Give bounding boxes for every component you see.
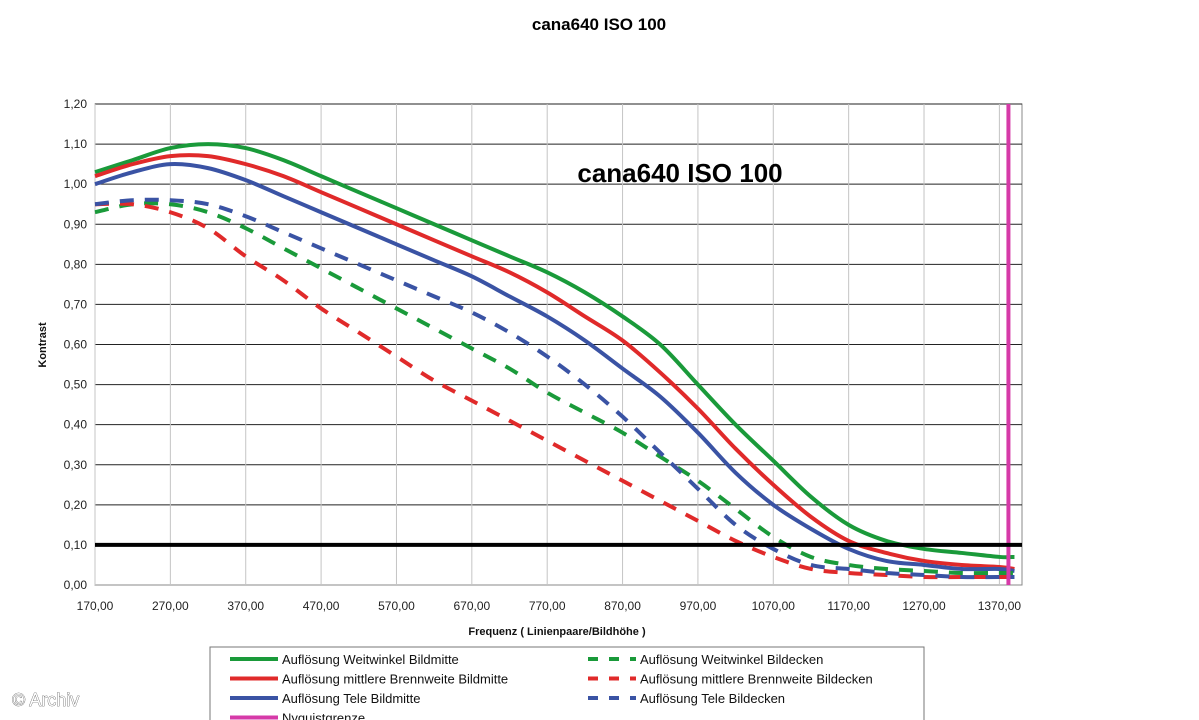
series-line-5 <box>94 201 1015 580</box>
y-tick-label: 0,20 <box>64 498 88 512</box>
legend-entry: Nyquistgrenze <box>282 711 365 720</box>
x-tick-label: 1070,00 <box>752 599 796 613</box>
series-group <box>94 142 1015 580</box>
legend-entry: Auflösung Tele Bildmitte <box>282 691 421 706</box>
x-tick-label: 370,00 <box>227 599 264 613</box>
inner-chart-title: cana640 ISO 100 <box>577 158 782 188</box>
series-line-4 <box>94 201 1015 576</box>
y-tick-label: 1,20 <box>64 97 88 111</box>
x-tick-label: 670,00 <box>453 599 490 613</box>
x-tick-label: 1370,00 <box>978 599 1022 613</box>
y-tick-label: 0,10 <box>64 538 88 552</box>
legend-entry: Auflösung Weitwinkel Bildecken <box>640 652 823 667</box>
y-tick-label: 0,00 <box>64 578 88 592</box>
y-tick-label: 0,90 <box>64 217 88 231</box>
legend: Auflösung Weitwinkel Bildmitte Auflösung … <box>209 646 925 720</box>
x-tick-label: 1270,00 <box>902 599 946 613</box>
x-tick-label: 270,00 <box>152 599 189 613</box>
series-line-3 <box>94 161 1015 573</box>
series-line-1 <box>94 142 1015 560</box>
x-tick-label: 870,00 <box>604 599 641 613</box>
legend-box <box>209 646 925 720</box>
x-tick-label: 570,00 <box>378 599 415 613</box>
y-tick-label: 0,80 <box>64 257 88 271</box>
y-tick-label: 0,50 <box>64 378 88 392</box>
x-axis-label: Frequenz ( Linienpaare/Bildhöhe ) <box>468 626 646 638</box>
x-tick-label: 470,00 <box>303 599 340 613</box>
x-tick-label: 770,00 <box>529 599 566 613</box>
x-tick-label: 170,00 <box>77 599 114 613</box>
y-tick-label: 0,40 <box>64 418 88 432</box>
y-tick-label: 1,10 <box>64 137 88 151</box>
y-axis-label: Kontrast <box>37 322 49 368</box>
y-tick-label: 0,30 <box>64 458 88 472</box>
legend-entry: Auflösung mittlere Brennweite Bildmitte <box>282 672 508 687</box>
axis-ticks: 0,00 0,10 0,20 0,30 0,40 0,50 0,60 0,70 0,80 0,90… <box>64 97 1022 613</box>
series-line-6 <box>94 197 1015 580</box>
y-tick-label: 0,70 <box>64 297 88 311</box>
legend-entry: Auflösung Weitwinkel Bildmitte <box>282 652 459 667</box>
legend-entry: Auflösung Tele Bildecken <box>640 691 785 706</box>
y-tick-label: 0,60 <box>64 338 88 352</box>
reference-lines <box>95 104 1022 585</box>
legend-entry: Auflösung mittlere Brennweite Bildecken <box>640 672 873 687</box>
credit-watermark: © Archiv <box>12 690 79 710</box>
y-tick-label: 1,00 <box>64 177 88 191</box>
series-line-2 <box>94 153 1015 571</box>
chart-title: cana640 ISO 100 <box>532 15 666 34</box>
x-tick-label: 1170,00 <box>827 599 870 613</box>
x-tick-label: 970,00 <box>680 599 717 613</box>
